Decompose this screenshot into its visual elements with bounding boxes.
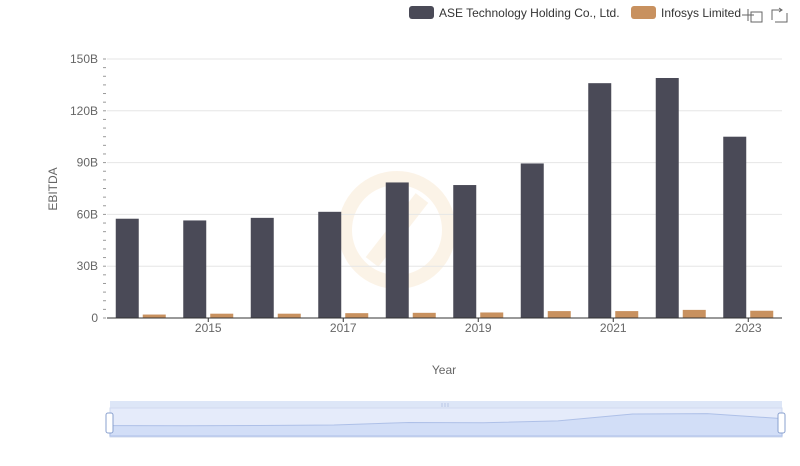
legend: ASE Technology Holding Co., Ltd. Infosys… xyxy=(409,6,741,20)
crosshair-zoom-icon[interactable] xyxy=(742,9,763,23)
bar-ase-2022[interactable] xyxy=(655,77,679,318)
legend-item-ase[interactable]: ASE Technology Holding Co., Ltd. xyxy=(409,6,620,20)
y-tick-label: 120B xyxy=(70,104,98,118)
y-tick-label: 30B xyxy=(77,259,98,273)
bar-infosys-2020[interactable] xyxy=(547,311,571,318)
data-zoom-slider[interactable] xyxy=(105,401,786,438)
bar-ase-2019[interactable] xyxy=(453,185,477,318)
slider-preview-area xyxy=(109,413,783,437)
legend-label-infosys: Infosys Limited xyxy=(661,6,741,20)
bar-infosys-2017[interactable] xyxy=(345,313,369,318)
bar-ase-2016[interactable] xyxy=(250,217,274,318)
bar-ase-2017[interactable] xyxy=(318,211,342,318)
slider-handle-right[interactable] xyxy=(777,412,786,434)
x-tick-labels: 2015 2017 2019 2021 2023 xyxy=(195,318,762,335)
bars xyxy=(115,77,774,318)
slider-grip-icon[interactable] xyxy=(441,403,449,407)
bar-ase-2021[interactable] xyxy=(588,83,612,318)
bar-infosys-2023[interactable] xyxy=(750,310,774,318)
y-tick-label: 60B xyxy=(77,207,98,221)
x-tick-label: 2017 xyxy=(330,321,357,335)
slider-top-bar xyxy=(110,401,782,409)
x-tick-label: 2015 xyxy=(195,321,222,335)
slider-handle-left[interactable] xyxy=(105,412,114,434)
restore-icon[interactable] xyxy=(771,7,788,23)
bar-ase-2014[interactable] xyxy=(115,218,139,318)
y-tick-label: 150B xyxy=(70,52,98,66)
slider-selection[interactable] xyxy=(110,408,782,437)
y-tick-label: 0 xyxy=(91,311,98,325)
legend-label-ase: ASE Technology Holding Co., Ltd. xyxy=(439,6,620,20)
bar-ase-2015[interactable] xyxy=(183,220,207,318)
bar-infosys-2018[interactable] xyxy=(412,312,436,318)
legend-item-infosys[interactable]: Infosys Limited xyxy=(631,6,741,20)
y-tick-labels: 0 30B 60B 90B 120B 150B xyxy=(70,52,98,325)
y-tick-label: 90B xyxy=(77,156,98,170)
bar-infosys-2014[interactable] xyxy=(142,314,166,318)
bar-ase-2018[interactable] xyxy=(385,182,409,318)
x-tick-label: 2019 xyxy=(465,321,492,335)
x-tick-label: 2021 xyxy=(600,321,627,335)
legend-swatch-infosys xyxy=(631,6,656,19)
bar-infosys-2019[interactable] xyxy=(480,312,504,318)
bar-infosys-2016[interactable] xyxy=(277,313,301,318)
x-axis-title: Year xyxy=(432,363,456,377)
bar-infosys-2021[interactable] xyxy=(615,311,639,318)
y-axis-title: EBITDA xyxy=(46,167,60,210)
legend-swatch-ase xyxy=(409,6,434,19)
y-minor-ticks xyxy=(103,58,106,319)
x-tick-label: 2023 xyxy=(735,321,762,335)
bar-ase-2020[interactable] xyxy=(520,163,544,318)
bar-infosys-2022[interactable] xyxy=(682,309,706,318)
bar-infosys-2015[interactable] xyxy=(210,313,234,318)
bar-ase-2023[interactable] xyxy=(723,136,747,318)
